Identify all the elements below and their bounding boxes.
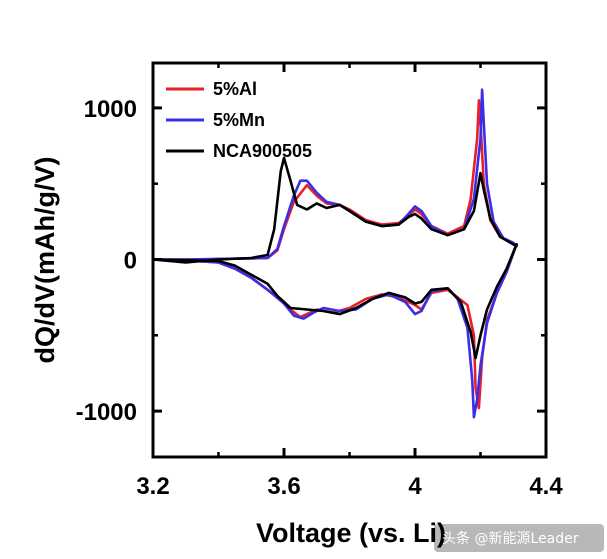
legend-label: NCA900505: [213, 141, 312, 161]
y-tick-label: 1000: [84, 96, 137, 123]
series-line-5-mn: [151, 88, 518, 419]
legend: 5%Al 5%Mn NCA900505: [166, 79, 312, 161]
x-axis-title: Voltage (vs. Li): [256, 518, 446, 548]
y-tick-label: 0: [124, 248, 137, 275]
x-tick-label: 3.6: [267, 473, 300, 500]
x-tick-label: 4: [408, 473, 422, 500]
y-tick-label: -1000: [76, 399, 137, 426]
ticks-layer: [151, 63, 548, 457]
series-line-nca900505: [151, 156, 518, 360]
watermark-backdrop: [434, 524, 604, 552]
legend-label: 5%Mn: [213, 110, 265, 130]
x-tick-label: 4.4: [529, 473, 563, 500]
y-axis-title: dQ/dV(mAh/g/V): [30, 157, 60, 364]
series-layer: [151, 88, 518, 419]
watermark: 头条 @新能源Leader: [434, 524, 604, 552]
series-line-5-al: [151, 99, 518, 410]
watermark-text: 头条 @新能源Leader: [442, 530, 579, 547]
legend-label: 5%Al: [213, 79, 257, 99]
tick-labels: 3.2 3.6 4 4.4 -1000 0 1000: [76, 96, 564, 500]
x-tick-label: 3.2: [136, 473, 169, 500]
